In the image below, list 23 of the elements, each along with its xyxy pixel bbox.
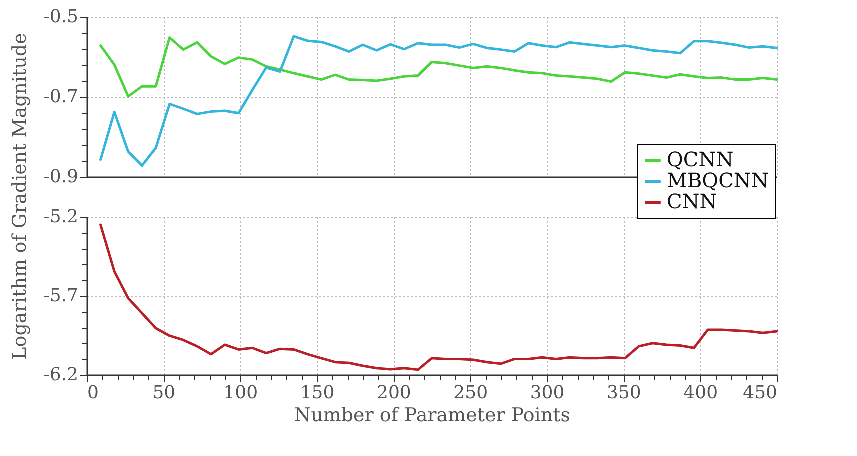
y-tick-label: -5.2 (44, 206, 78, 228)
x-tick-label: 400 (684, 382, 718, 404)
x-tick-label: 0 (88, 382, 99, 404)
x-tick-label: 450 (743, 382, 778, 404)
x-tick-label: 100 (224, 382, 258, 404)
x-tick-label: 150 (300, 382, 335, 404)
x-tick-label: 300 (530, 382, 565, 404)
legend-label: CNN (667, 190, 718, 214)
legend-label: MBQCNN (667, 168, 769, 192)
x-tick-label: 50 (152, 382, 176, 404)
line-series (100, 36, 778, 98)
x-tick-label: 250 (454, 382, 488, 404)
y-tick-label: -0.9 (44, 166, 78, 188)
line-series (100, 224, 778, 372)
x-axis-title: Number of Parameter Points (294, 404, 571, 426)
x-tick-label: 200 (376, 382, 412, 404)
legend-label: QCNN (667, 148, 734, 172)
y-tick-label: -6.2 (44, 364, 78, 386)
y-tick-label: -0.5 (44, 6, 78, 28)
y-axis-title: Logarithm of Gradient Magnitude (8, 33, 31, 360)
y-tick-label: -5.7 (44, 286, 78, 306)
x-tick-label: 350 (606, 382, 642, 404)
y-tick-label: -0.7 (44, 86, 78, 108)
